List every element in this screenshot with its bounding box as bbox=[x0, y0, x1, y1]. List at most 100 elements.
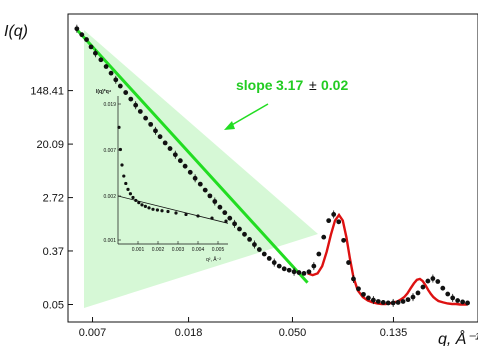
inset-data-point bbox=[122, 174, 126, 178]
data-point bbox=[341, 237, 347, 243]
inset-data-point bbox=[140, 203, 144, 207]
data-point bbox=[455, 298, 461, 303]
data-point bbox=[182, 163, 188, 169]
data-point bbox=[311, 263, 317, 269]
data-point bbox=[445, 291, 451, 297]
fit-curve-series bbox=[307, 212, 468, 306]
data-point bbox=[172, 152, 178, 158]
data-point bbox=[430, 276, 436, 281]
data-point bbox=[395, 300, 401, 305]
inset-data-point bbox=[124, 181, 128, 186]
x-tick-label: 0.007 bbox=[79, 327, 107, 339]
data-point bbox=[425, 278, 431, 284]
y-tick-label: 20.09 bbox=[36, 139, 64, 151]
x-tick-label: 0.135 bbox=[380, 327, 408, 339]
inset-x-ticks: 0.001 0.002 0.003 0.004 0.005 bbox=[132, 241, 225, 253]
data-point bbox=[232, 221, 237, 227]
data-point bbox=[361, 291, 366, 297]
data-point bbox=[148, 121, 154, 127]
data-point bbox=[79, 32, 85, 38]
inset-data-point bbox=[126, 187, 130, 191]
data-point bbox=[103, 64, 109, 69]
data-point bbox=[157, 134, 163, 140]
slope-plus-minus: ± bbox=[309, 77, 317, 93]
x-tick-label: 0.018 bbox=[175, 327, 203, 339]
inset-data-point bbox=[155, 208, 159, 212]
data-point bbox=[370, 297, 376, 303]
data-point bbox=[167, 146, 173, 151]
inset-data-point bbox=[118, 147, 122, 152]
inset-data-points bbox=[117, 125, 228, 223]
data-point bbox=[450, 295, 456, 301]
data-point bbox=[261, 251, 267, 257]
inset-x-tick-label: 0.002 bbox=[152, 247, 165, 253]
data-point bbox=[98, 57, 104, 63]
data-point bbox=[365, 295, 371, 301]
y-tick-labels: 0.05 0.37 2.72 20.09 148.41 bbox=[30, 86, 64, 312]
data-point bbox=[128, 96, 134, 102]
data-point bbox=[84, 37, 89, 42]
data-point bbox=[301, 270, 307, 276]
plot-frame bbox=[67, 13, 478, 323]
data-point bbox=[321, 234, 327, 240]
data-point bbox=[465, 300, 470, 306]
data-point bbox=[222, 210, 228, 216]
data-point bbox=[143, 115, 149, 121]
slope-arrow-shaft bbox=[229, 103, 269, 127]
data-point bbox=[247, 237, 252, 242]
data-point bbox=[266, 256, 272, 261]
data-point bbox=[420, 284, 426, 290]
data-point bbox=[291, 269, 297, 275]
data-point bbox=[242, 231, 247, 237]
data-point bbox=[296, 270, 302, 275]
inset-data-point bbox=[137, 201, 141, 205]
slope-error: 0.02 bbox=[321, 77, 348, 93]
inset-data-point bbox=[117, 125, 121, 129]
data-point bbox=[197, 181, 203, 187]
data-point bbox=[162, 140, 168, 146]
data-point bbox=[123, 90, 129, 95]
data-point bbox=[237, 226, 242, 232]
data-point bbox=[410, 294, 416, 300]
inset-y-tick-label: 0.007 bbox=[103, 148, 116, 154]
inset-x-tick-label: 0.003 bbox=[172, 247, 185, 253]
inset-data-point bbox=[143, 204, 147, 208]
data-point bbox=[385, 300, 391, 306]
inset-data-point bbox=[134, 198, 138, 203]
peak-fit-curve bbox=[307, 212, 468, 306]
fit-line-series bbox=[75, 28, 309, 284]
data-point bbox=[356, 286, 361, 292]
data-point bbox=[74, 26, 80, 32]
inset-y-tick-label: 0.002 bbox=[103, 194, 116, 200]
data-point bbox=[415, 290, 421, 296]
inset-data-point bbox=[147, 206, 151, 210]
x-tick-label: 0.050 bbox=[279, 327, 307, 339]
data-point bbox=[88, 44, 94, 50]
data-point bbox=[460, 299, 466, 305]
inset-x-tick-label: 0.004 bbox=[192, 247, 205, 253]
inset-data-point bbox=[184, 212, 188, 217]
y-tick-label: 148.41 bbox=[30, 86, 64, 98]
data-point bbox=[331, 212, 337, 217]
data-point bbox=[405, 297, 411, 303]
inset-data-point bbox=[210, 216, 214, 220]
data-point bbox=[202, 187, 208, 193]
data-point bbox=[187, 169, 193, 175]
inset-x-tick-label: 0.005 bbox=[212, 247, 225, 253]
data-point bbox=[271, 260, 277, 265]
x-tick-labels: 0.007 0.018 0.050 0.135 bbox=[79, 327, 407, 339]
inset-data-point bbox=[224, 219, 228, 223]
data-point bbox=[153, 128, 158, 134]
data-point bbox=[177, 158, 183, 164]
data-point bbox=[336, 219, 342, 225]
data-point bbox=[256, 247, 262, 252]
inset-data-point bbox=[128, 192, 132, 196]
slope-label: slope bbox=[236, 77, 273, 93]
data-point bbox=[133, 102, 139, 108]
x-tick-marks bbox=[92, 317, 394, 322]
data-point bbox=[281, 266, 287, 272]
data-point bbox=[375, 299, 381, 304]
